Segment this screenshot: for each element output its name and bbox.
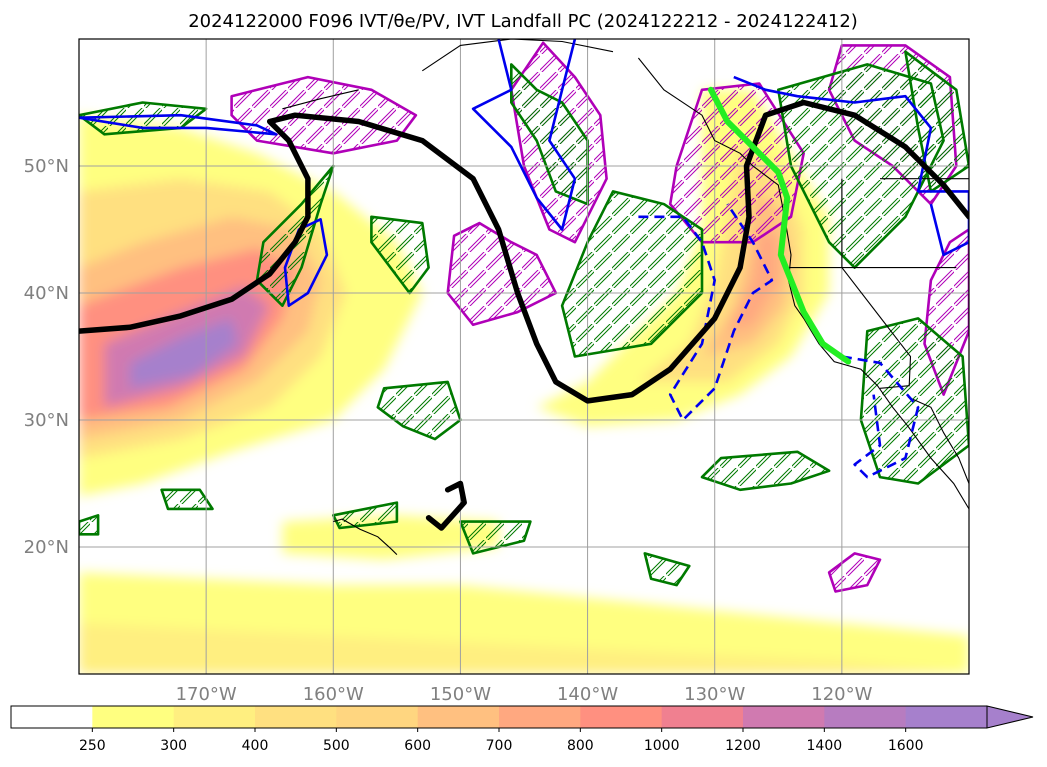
pv-contour-n [471,39,577,231]
y-tick-label: 30°N [24,410,69,431]
theta-e-contour-small [425,480,467,531]
x-tick-label: 140°W [557,684,618,705]
colorbar-tick-label: 600 [404,738,431,754]
hatched-green-mid [376,380,462,441]
colorbar-tick-label: 250 [79,738,106,754]
colorbar-swatch [905,706,988,728]
colorbar-tick-label: 800 [567,738,594,754]
coastline-gulf [907,396,969,484]
colorbar-swatch [743,706,825,728]
coastline-aleutian [282,89,359,110]
hatched-green-small-5 [79,513,100,536]
hatched-green-small-2 [331,501,399,530]
hatched-green-c2 [560,190,704,358]
colorbar-tick-label: 700 [486,738,513,754]
ivt-band-w6 [129,318,238,389]
chart-title: 2024122000 F096 IVT/θe/PV, IVT Landfall … [188,11,858,32]
colorbar-swatch [499,706,581,728]
y-axis-ticks: 20°N 30°N 40°N 50°N [24,156,69,558]
coastlines [282,39,969,555]
colorbar-swatch [173,706,256,728]
colorbar-tick-label: 1400 [807,738,843,754]
x-tick-label: 170°W [176,684,237,705]
x-tick-label: 120°W [811,684,872,705]
colorbar-swatch [580,706,663,728]
ivt-band-e4 [727,229,779,332]
hatched-green-small-4 [643,552,691,587]
colorbar-tick-label: 1600 [888,738,924,754]
colorbar-swatch [11,706,93,728]
colorbar-swatch [92,706,175,728]
colorbar: 250 300 400 500 600 700 800 1000 1200 1400 1600 [10,705,1034,754]
landfall-segment [707,86,852,365]
ivt-band-south-2 [79,623,969,674]
theta-e-contours [79,99,969,531]
hatched-green-nw [79,101,208,136]
hatched-green-c [370,215,430,295]
colorbar-tick-label: 400 [242,738,269,754]
x-axis-ticks: 170°W 160°W 150°W 140°W 130°W 120°W [176,684,873,705]
colorbar-swatch [661,706,744,728]
colorbar-extend-arrow [986,705,1034,729]
y-tick-label: 50°N [24,156,69,177]
colorbar-tick-label: 1200 [725,738,761,754]
hatched-green-se [859,317,969,485]
x-tick-label: 160°W [303,684,364,705]
hatched-green-small-3 [459,520,532,555]
coastline-ak [421,39,614,72]
hatched-green-small-1 [160,488,214,511]
x-tick-label: 150°W [430,684,491,705]
pv-contour-ne [733,75,969,257]
colorbar-tick-label: 1000 [644,738,680,754]
pv-contour-se-dash [841,355,920,479]
y-tick-label: 20°N [24,537,69,558]
pv-contour-w [283,218,329,308]
y-tick-label: 40°N [24,283,69,304]
colorbar-swatch [336,706,419,728]
pv-contour-ne-dash [638,203,774,422]
map-frame [78,38,970,675]
map-area [79,39,969,674]
theta-e-contour-main [79,99,969,404]
colorbar-tick-label: 500 [323,738,350,754]
x-tick-label: 130°W [684,684,745,705]
coastline-na [637,57,969,510]
colorbar-tick-label: 300 [160,738,187,754]
colorbar-swatch [824,706,907,728]
pv-contours [79,39,969,479]
colorbar-swatch [255,706,337,728]
landfall-line [707,86,852,365]
pv-contour-nw [79,113,278,136]
colorbar-swatch [417,706,500,728]
hatched-green-s [700,450,831,492]
coastline-hawaii [333,518,398,555]
